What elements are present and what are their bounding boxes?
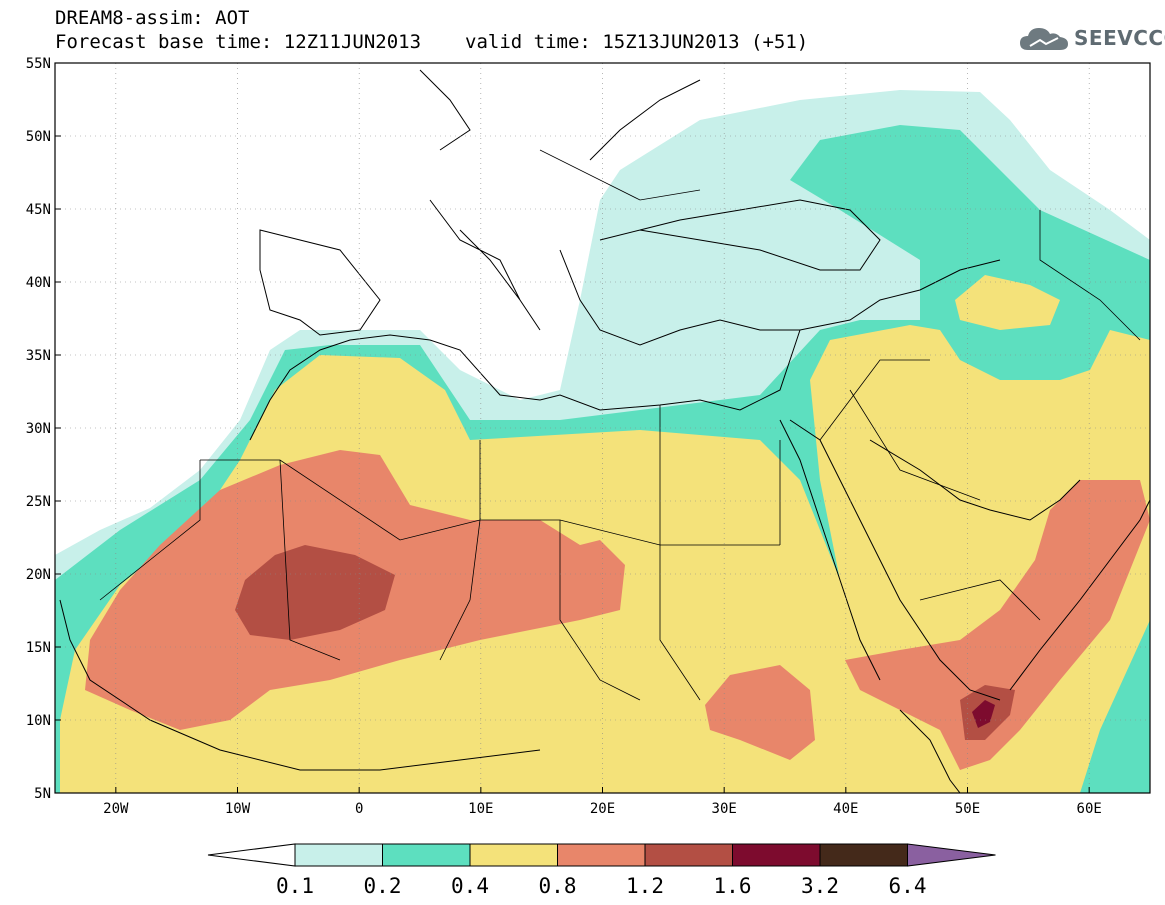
lon-label: 40E: [833, 801, 858, 817]
colorbar-tick-label: 0.8: [539, 874, 577, 898]
graticule: [55, 63, 1150, 793]
colorbar-under-arrow: [207, 843, 296, 867]
lon-label: 60E: [1077, 801, 1102, 817]
valid-time: valid time: 15Z13JUN2013 (+51): [465, 31, 809, 53]
lat-label: 40N: [26, 275, 51, 291]
aot-band-0.8-sudan: [705, 665, 815, 760]
longitude-ticks: [115, 787, 1090, 793]
lat-label: 50N: [26, 129, 51, 145]
lat-label: 20N: [26, 567, 51, 583]
lat-label: 25N: [26, 494, 51, 510]
longitude-labels: 20W 10W 0 10E 20E 30E 40E 50E 60E: [103, 801, 1102, 817]
latitude-labels: 55N 50N 45N 40N 35N 30N 25N 20N 15N 10N 5N: [26, 56, 61, 802]
time-info: Forecast base time: 12Z11JUN2013 valid ti…: [55, 30, 852, 54]
colorbar-tick-label: 1.2: [626, 874, 664, 898]
colorbar-tick-label: 0.2: [364, 874, 402, 898]
lat-label: 55N: [26, 56, 51, 72]
coastlines: [59, 69, 1150, 793]
colorbar-tick-label: 0.4: [451, 874, 489, 898]
colorbar-swatch: [294, 843, 383, 867]
colorbar-tick-label: 3.2: [801, 874, 839, 898]
lon-label: 20W: [103, 801, 129, 817]
aot-band-1.6: [972, 700, 995, 728]
colorbar-swatch: [644, 843, 733, 867]
lat-label: 15N: [26, 640, 51, 656]
colorbar-swatch: [382, 843, 471, 867]
lat-label: 35N: [26, 348, 51, 364]
borders: [99, 149, 1141, 701]
lat-label: 30N: [26, 421, 51, 437]
lat-label: 45N: [26, 202, 51, 218]
seevccc-logo: SEEVCCC: [1018, 22, 1165, 54]
colorbar-swatch: [469, 843, 558, 867]
lon-label: 10E: [468, 801, 493, 817]
colorbar-swatch: [819, 843, 908, 867]
colorbar-tick-label: 1.6: [714, 874, 752, 898]
lat-label: 5N: [34, 786, 51, 802]
lat-label: 10N: [26, 713, 51, 729]
lon-label: 0: [355, 801, 363, 817]
colorbar-tick-label: 0.1: [276, 874, 314, 898]
aot-band-0.8-east: [845, 480, 1150, 770]
lon-label: 50E: [955, 801, 980, 817]
product-title: DREAM8-assim: AOT: [55, 7, 250, 29]
cloud-logo-icon: [1020, 28, 1068, 50]
colorbar-tick-label: 6.4: [889, 874, 927, 898]
aot-band-0.4-caspian: [955, 275, 1060, 330]
lon-label: 30E: [712, 801, 737, 817]
colorbar-swatch: [732, 843, 821, 867]
lon-label: 10W: [225, 801, 251, 817]
lon-label: 20E: [590, 801, 615, 817]
colorbar-over-arrow: [907, 843, 996, 867]
forecast-base-time: Forecast base time: 12Z11JUN2013: [55, 31, 422, 53]
logo-text: SEEVCCC: [1074, 26, 1165, 50]
aot-band-1.2: [235, 545, 395, 640]
map-header: DREAM8-assim: AOT Forecast base time: 12…: [55, 6, 852, 54]
colorbar-swatch: [557, 843, 646, 867]
aot-colorbar: 0.1 0.2 0.4 0.8 1.2 1.6 3.2 6.4: [207, 843, 996, 898]
